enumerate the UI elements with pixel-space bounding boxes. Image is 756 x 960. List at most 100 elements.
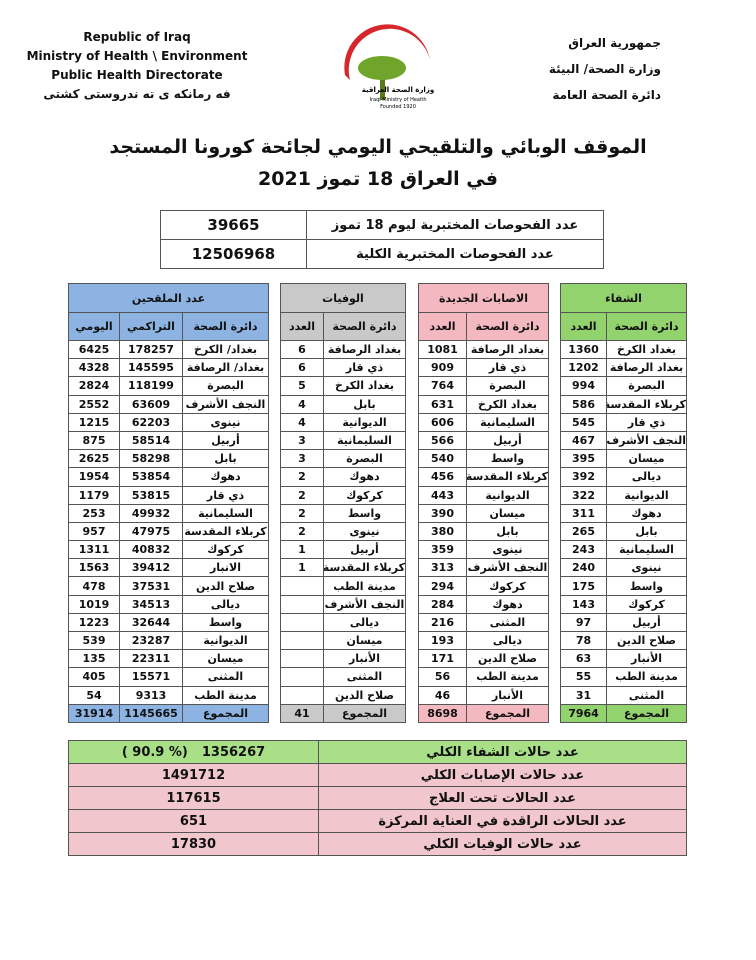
dept-cell: بغداد الكرخ: [466, 394, 549, 414]
column-header: العدد: [559, 312, 608, 341]
count-cell: 97: [559, 612, 608, 633]
count-cell: 6425: [68, 339, 120, 360]
count-cell: 359: [418, 540, 467, 560]
count-cell: 4: [280, 412, 324, 432]
column-header-row: دائرة الصحة العدد: [559, 312, 688, 341]
data-row: واسط 175: [559, 576, 688, 596]
summary-number: 17830: [170, 836, 217, 852]
count-cell: [280, 576, 324, 596]
logo-text: Founded 1920: [380, 104, 416, 110]
count-cell: 39412: [119, 558, 183, 578]
summary-table: عدد حالات الشفاء الكلي 1356267( 90.9 %) عد…: [68, 740, 687, 856]
count-cell: 606: [418, 412, 467, 432]
dept-cell: كربلاء المقدسة: [323, 558, 406, 578]
data-row: بغداد/ الكرخ 178257 6425: [68, 339, 269, 360]
table-title-row: الوفيات: [280, 283, 406, 313]
dept-cell: بابل: [606, 521, 688, 542]
summary-row: عدد حالات الإصابات الكلي 1491712: [68, 763, 687, 787]
dept-cell: واسط: [466, 449, 549, 469]
count-cell: 40832: [119, 540, 183, 560]
count-cell: 294: [418, 576, 467, 596]
data-row: البصرة 3: [280, 449, 406, 469]
dept-cell: ديالى: [182, 594, 269, 614]
count-cell: 1223: [68, 612, 120, 633]
table-title: الشفاء: [559, 283, 688, 313]
count-cell: 15571: [119, 667, 183, 687]
count-cell: 1311: [68, 540, 120, 560]
total-row: المجموع 41: [280, 703, 406, 723]
data-row: واسط 32644 1223: [68, 612, 269, 633]
dept-cell: مدينة الطب: [606, 667, 688, 687]
count-cell: [280, 649, 324, 669]
dept-cell: كركوك: [466, 576, 549, 596]
count-cell: 178257: [119, 339, 183, 360]
logo: وزارة الصحة العراقية Iraqi Ministry of H…: [344, 24, 434, 110]
header-line: دائرة الصحة العامة: [552, 88, 661, 102]
data-row: المثنى 216: [418, 612, 549, 633]
data-row: كربلاء المقدسة 456: [418, 467, 549, 487]
dept-cell: أربيل: [466, 430, 549, 451]
count-cell: 63609: [119, 394, 183, 414]
data-row: بغداد/ الرصافة 145595 4328: [68, 358, 269, 378]
dept-cell: نينوى: [323, 521, 406, 542]
stat-table: الاصابات الجديدة دائرة الصحة العدد بغداد ال…: [418, 283, 549, 723]
data-row: بغداد الرصافة 1202: [559, 358, 688, 378]
count-cell: 540: [418, 449, 467, 469]
dept-cell: مدينة الطب: [182, 685, 269, 705]
data-row: الديوانية 322: [559, 485, 688, 505]
dept-cell: دهوك: [323, 467, 406, 487]
data-row: البصرة 118199 2824: [68, 376, 269, 396]
count-cell: 1081: [418, 339, 467, 360]
dept-cell: كربلاء المقدسة: [466, 467, 549, 487]
count-cell: 216: [418, 612, 467, 633]
count-cell: [280, 612, 324, 633]
dept-cell: النجف الأشرف: [182, 394, 269, 414]
count-cell: 311: [559, 503, 608, 523]
table-title-row: الاصابات الجديدة: [418, 283, 549, 313]
column-header: العدد: [418, 312, 467, 341]
column-header: دائرة الصحة: [606, 312, 688, 341]
dept-cell: المثنى: [323, 667, 406, 687]
dept-cell: المجموع: [323, 703, 406, 723]
count-cell: 1179: [68, 485, 120, 505]
dept-cell: صلاح الدين: [606, 630, 688, 651]
data-row: أربيل 566: [418, 430, 549, 451]
count-cell: 6: [280, 358, 324, 378]
data-row: نينوى 2: [280, 521, 406, 542]
stat-table: عدد الملقحين دائرة الصحة التراكمي اليومي بغد…: [68, 283, 269, 723]
dept-cell: كركوك: [606, 594, 688, 614]
dept-cell: الأنبار: [323, 649, 406, 669]
summary-label: عدد حالات الشفاء الكلي: [318, 740, 687, 764]
summary-value: 1356267 ( 90.9 %): [68, 740, 319, 764]
count-cell: 118199: [119, 376, 183, 396]
tests-value: 12506968: [160, 239, 307, 269]
count-cell: 539: [68, 630, 120, 651]
data-row: البصرة 994: [559, 376, 688, 396]
header-right: جمهورية العراق وزارة الصحة/ البيئة دائرة…: [549, 30, 661, 108]
count-cell: 58514: [119, 430, 183, 451]
header-line: فه رمانكه ى ته ندروستى كشتى: [43, 87, 231, 101]
table-title-row: عدد الملقحين: [68, 283, 269, 313]
count-cell: 46: [418, 685, 467, 705]
dept-cell: البصرة: [606, 376, 688, 396]
count-cell: 467: [559, 430, 608, 451]
dept-cell: دهوك: [606, 503, 688, 523]
count-cell: [280, 667, 324, 687]
count-cell: 63: [559, 649, 608, 669]
data-row: الديوانية 443: [418, 485, 549, 505]
dept-cell: المثنى: [466, 612, 549, 633]
data-row: واسط 540: [418, 449, 549, 469]
total-row: المجموع 8698: [418, 703, 549, 723]
count-cell: 1: [280, 558, 324, 578]
count-cell: 545: [559, 412, 608, 432]
dept-cell: أربيل: [606, 612, 688, 633]
count-cell: 322: [559, 485, 608, 505]
count-cell: 2: [280, 521, 324, 542]
title: الموقف الوبائي والتلقيحي اليومي لجائحة ك…: [109, 136, 647, 158]
count-cell: 22311: [119, 649, 183, 669]
data-row: صلاح الدين 78: [559, 630, 688, 651]
data-row: النجف الأشرف 467: [559, 430, 688, 451]
column-header-row: دائرة الصحة العدد: [418, 312, 549, 341]
data-row: بغداد الرصافة 6: [280, 339, 406, 360]
count-cell: 145595: [119, 358, 183, 378]
